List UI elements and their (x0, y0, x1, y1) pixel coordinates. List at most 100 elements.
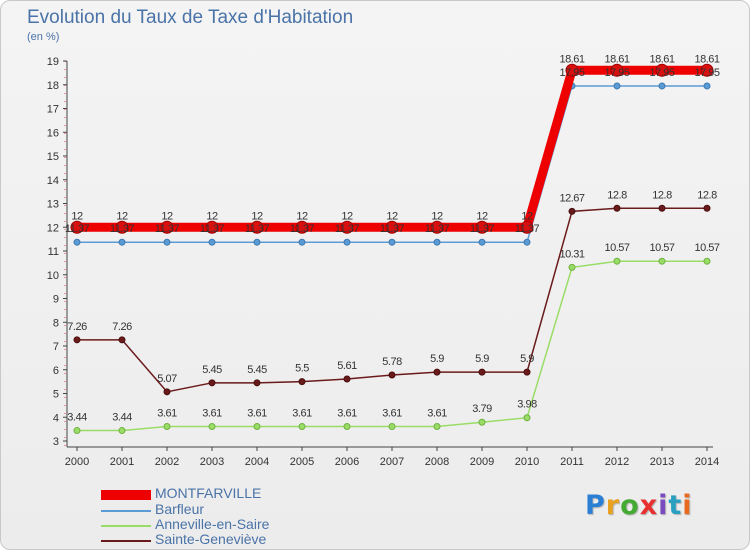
data-point-sainte-genevi-ve (118, 336, 126, 344)
data-point-barfleur (613, 82, 621, 90)
data-label-barfleur: 11.37 (380, 223, 405, 235)
data-point-montfarville (205, 220, 219, 234)
data-label-anneville-en-saire: 3.44 (112, 412, 132, 424)
data-label-sainte-genevi-ve: 5.45 (202, 364, 222, 376)
legend-label-sainte-genevieve: Sainte-Geneviève (155, 531, 267, 547)
data-label-montfarville: 12 (296, 210, 308, 222)
data-point-montfarville (700, 63, 714, 77)
data-point-barfleur (478, 238, 486, 246)
data-label-montfarville: 12 (71, 210, 83, 222)
logo-letter: x (639, 490, 659, 521)
data-point-barfleur (163, 238, 171, 246)
x-tick-label: 2002 (155, 456, 179, 468)
data-point-anneville-en-saire (343, 423, 351, 431)
data-point-sainte-genevi-ve (298, 378, 306, 386)
data-point-sainte-genevi-ve (523, 368, 531, 376)
data-point-anneville-en-saire (613, 257, 621, 265)
data-label-anneville-en-saire: 3.61 (247, 408, 267, 420)
data-point-barfleur (253, 238, 261, 246)
y-tick-label: 16 (47, 127, 59, 139)
data-label-montfarville: 12 (116, 210, 128, 222)
y-tick-label: 14 (47, 175, 59, 187)
y-tick-label: 15 (47, 151, 59, 163)
x-tick-label: 2006 (335, 456, 359, 468)
data-label-anneville-en-saire: 3.79 (472, 403, 492, 415)
y-tick-label: 12 (47, 222, 59, 234)
data-point-montfarville (610, 63, 624, 77)
data-point-sainte-genevi-ve (208, 379, 216, 387)
data-label-anneville-en-saire: 3.61 (292, 408, 312, 420)
data-label-barfleur: 11.37 (245, 223, 270, 235)
x-tick-label: 2014 (695, 456, 719, 468)
data-label-anneville-en-saire: 3.98 (517, 399, 537, 411)
chart-title: Evolution du Taux de Taxe d'Habitation (27, 7, 354, 28)
data-label-montfarville: 12 (521, 210, 533, 222)
data-point-anneville-en-saire (568, 263, 576, 271)
data-point-anneville-en-saire (478, 418, 486, 426)
data-label-sainte-genevi-ve: 5.78 (382, 356, 402, 368)
data-point-barfleur (118, 238, 126, 246)
data-label-anneville-en-saire: 3.61 (202, 408, 222, 420)
data-point-montfarville (475, 220, 489, 234)
data-label-anneville-en-saire: 3.44 (67, 412, 87, 424)
data-label-anneville-en-saire: 3.61 (157, 408, 177, 420)
x-tick-label: 2005 (290, 456, 314, 468)
data-label-sainte-genevi-ve: 12.8 (607, 189, 627, 201)
data-label-sainte-genevi-ve: 5.07 (157, 373, 177, 385)
data-label-barfleur: 17.95 (649, 67, 674, 79)
x-tick-label: 2008 (425, 456, 449, 468)
data-label-barfleur: 11.37 (110, 223, 135, 235)
y-tick-label: 4 (53, 412, 59, 424)
data-point-barfleur (658, 82, 666, 90)
data-point-sainte-genevi-ve (703, 204, 711, 212)
logo-letter: i (682, 490, 693, 521)
legend-label-montfarville: MONTFARVILLE (155, 485, 262, 501)
data-label-sainte-genevi-ve: 12.8 (652, 189, 672, 201)
data-label-barfleur: 11.37 (470, 223, 495, 235)
data-label-montfarville: 12 (431, 210, 443, 222)
data-point-sainte-genevi-ve (253, 379, 261, 387)
x-tick-label: 2013 (650, 456, 674, 468)
data-point-sainte-genevi-ve (658, 204, 666, 212)
data-label-anneville-en-saire: 3.61 (337, 408, 357, 420)
data-point-sainte-genevi-ve (613, 204, 621, 212)
data-point-barfleur (298, 238, 306, 246)
y-tick-label: 7 (53, 341, 59, 353)
data-label-sainte-genevi-ve: 5.9 (475, 353, 489, 365)
y-tick-label: 13 (47, 199, 59, 211)
logo-letter: i (658, 490, 669, 521)
series-line-montfarville (77, 65, 707, 232)
data-label-anneville-en-saire: 3.61 (427, 408, 447, 420)
logo-letter: t (668, 490, 683, 521)
data-point-anneville-en-saire (298, 423, 306, 431)
data-label-montfarville: 18.61 (604, 53, 629, 65)
data-point-montfarville (340, 220, 354, 234)
y-tick-label: 11 (48, 246, 59, 258)
data-label-montfarville: 12 (341, 210, 353, 222)
x-tick-label: 2009 (470, 456, 494, 468)
data-point-anneville-en-saire (433, 423, 441, 431)
x-tick-label: 2003 (200, 456, 224, 468)
logo-letter: o (620, 490, 640, 521)
data-label-sainte-genevi-ve: 5.9 (430, 353, 444, 365)
data-label-barfleur: 11.37 (290, 223, 315, 235)
y-tick-label: 19 (47, 56, 59, 68)
data-label-sainte-genevi-ve: 5.61 (337, 360, 357, 372)
data-label-anneville-en-saire: 10.57 (649, 242, 674, 254)
data-label-barfleur: 11.37 (65, 223, 90, 235)
data-label-barfleur: 17.95 (604, 67, 629, 79)
x-tick-label: 2000 (65, 456, 89, 468)
data-label-montfarville: 12 (161, 210, 173, 222)
data-label-anneville-en-saire: 10.57 (604, 242, 629, 254)
data-point-barfleur (208, 238, 216, 246)
y-tick-label: 8 (53, 317, 59, 329)
data-label-sainte-genevi-ve: 12.67 (559, 192, 584, 204)
data-point-anneville-en-saire (523, 414, 531, 422)
y-unit-label: (en %) (27, 31, 60, 43)
series-line-anneville-en-saire (77, 260, 707, 432)
data-point-sainte-genevi-ve (433, 368, 441, 376)
data-label-sainte-genevi-ve: 5.45 (247, 364, 267, 376)
data-label-barfleur: 11.37 (335, 223, 360, 235)
y-tick-label: 18 (47, 80, 59, 92)
